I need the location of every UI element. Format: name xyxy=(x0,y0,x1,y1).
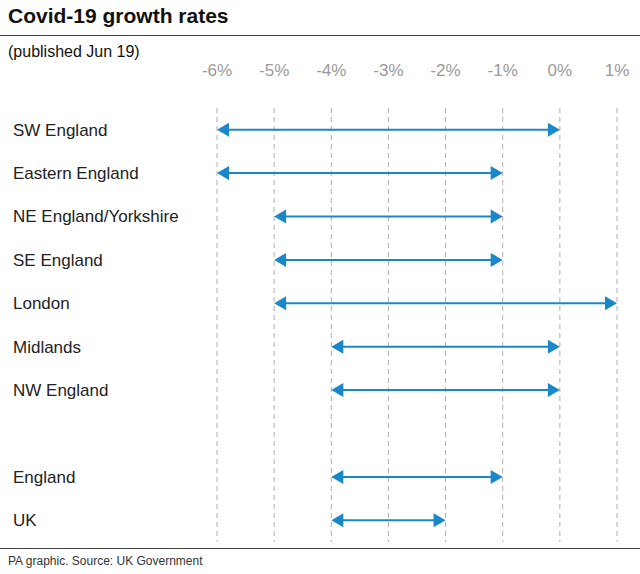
svg-text:UK: UK xyxy=(13,511,37,530)
svg-text:SE England: SE England xyxy=(13,251,103,270)
svg-text:-5%: -5% xyxy=(259,61,289,80)
html-text:(published Jun 19): (published Jun 19) xyxy=(8,43,140,60)
svg-text:London: London xyxy=(13,294,70,313)
svg-text:-4%: -4% xyxy=(316,61,346,80)
svg-text:England: England xyxy=(13,468,75,487)
svg-text:-3%: -3% xyxy=(373,61,403,80)
html-text:Covid-19 growth rates: Covid-19 growth rates xyxy=(8,4,229,27)
svg-text:0%: 0% xyxy=(548,61,573,80)
svg-text:-1%: -1% xyxy=(488,61,518,80)
svg-text:SW England: SW England xyxy=(13,121,108,140)
svg-text:Eastern England: Eastern England xyxy=(13,164,139,183)
svg-text:Midlands: Midlands xyxy=(13,338,81,357)
svg-text:-2%: -2% xyxy=(430,61,460,80)
svg-text:1%: 1% xyxy=(605,61,630,80)
svg-text:-6%: -6% xyxy=(202,61,232,80)
svg-text:NW England: NW England xyxy=(13,381,108,400)
html-text:PA graphic. Source: UK Governm: PA graphic. Source: UK Government xyxy=(8,554,203,568)
svg-text:NE England/Yorkshire: NE England/Yorkshire xyxy=(13,207,179,226)
